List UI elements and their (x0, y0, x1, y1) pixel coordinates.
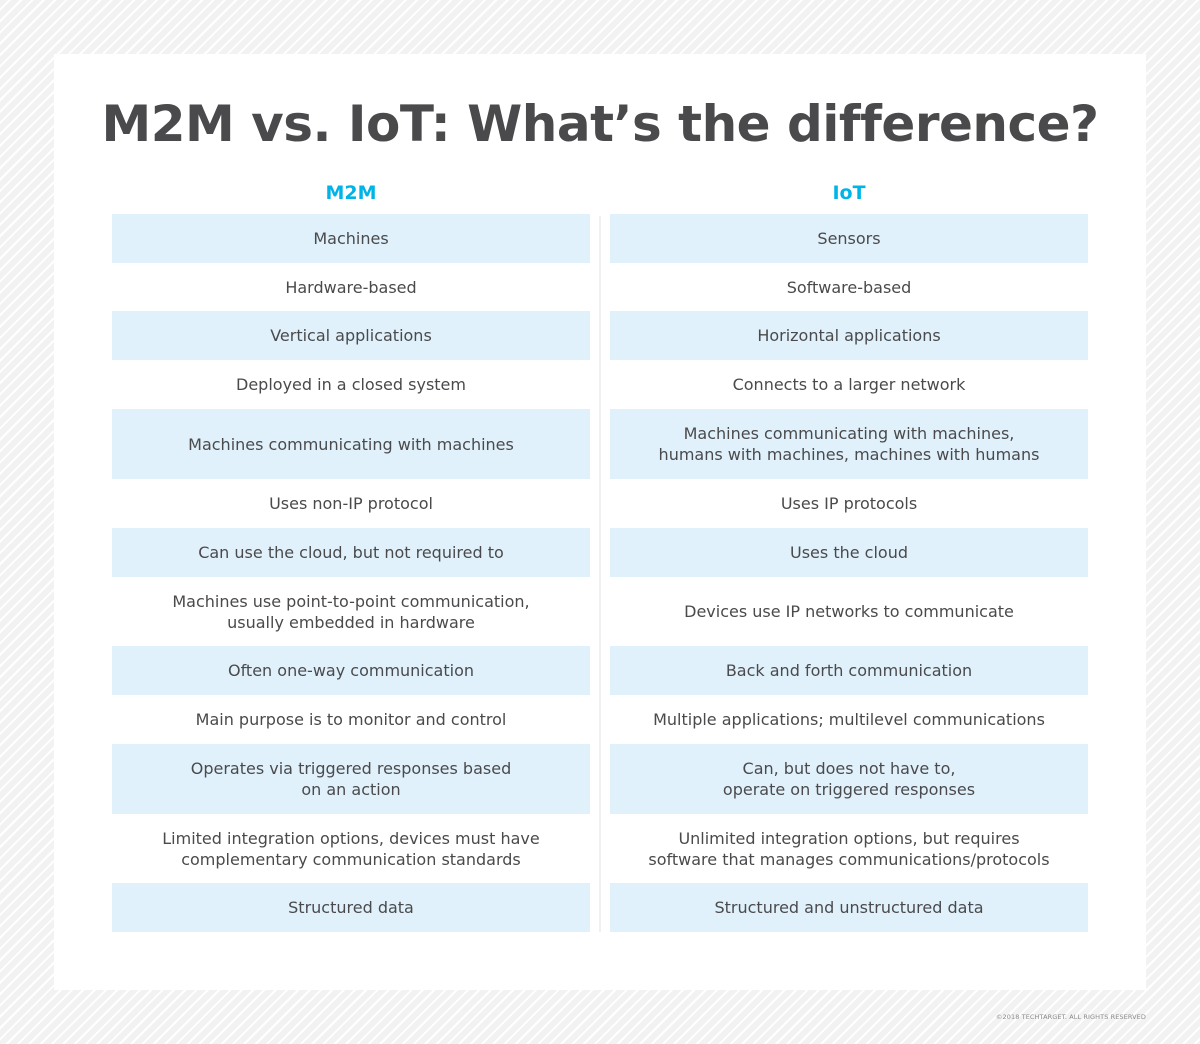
table-cell-m2m: Often one-way communication (112, 646, 590, 695)
table-cell-m2m: Operates via triggered responses based o… (112, 744, 590, 814)
table-cell-m2m: Can use the cloud, but not required to (112, 528, 590, 577)
table-cell-m2m: Vertical applications (112, 311, 590, 360)
table-cell-iot: Sensors (610, 214, 1088, 263)
column-header-iot: IoT (832, 182, 866, 204)
table-cell-m2m: Main purpose is to monitor and control (195, 710, 507, 729)
table-cell-m2m: Structured data (112, 883, 590, 932)
table-cell-iot: Horizontal applications (610, 311, 1088, 360)
table-cell-m2m: Machines (112, 214, 590, 263)
table-cell-iot: Machines communicating with machines, hu… (610, 409, 1088, 479)
table-cell-iot: Software-based (786, 277, 912, 297)
table-cell-m2m: Hardware-based (285, 277, 417, 297)
table-cell-iot: Devices use IP networks to communicate (684, 602, 1014, 621)
table-cell-m2m: Machines communicating with machines (112, 409, 590, 479)
table-cell-iot: Multiple applications; multilevel commun… (653, 710, 1045, 729)
table-cell-m2m: Uses non-IP protocol (269, 494, 433, 513)
table-cell-m2m: Limited integration options, devices mus… (162, 828, 540, 869)
table-cell-iot: Uses the cloud (610, 528, 1088, 577)
table-cell-iot: Connects to a larger network (732, 375, 966, 394)
page-title: M2M vs. IoT: What’s the difference? (101, 95, 1099, 153)
copyright-notice: ©2018 TECHTARGET. ALL RIGHTS RESERVED (995, 1013, 1146, 1021)
table-cell-iot: Uses IP protocols (780, 494, 918, 513)
table-cell-m2m: Machines use point-to-point communicatio… (172, 591, 530, 632)
column-divider (599, 216, 601, 932)
table-cell-iot: Structured and unstructured data (610, 883, 1088, 932)
table-cell-m2m: Deployed in a closed system (236, 375, 466, 394)
table-cell-iot: Back and forth communication (610, 646, 1088, 695)
column-header-m2m: M2M (325, 182, 377, 204)
table-cell-iot: Unlimited integration options, but requi… (648, 828, 1050, 869)
table-cell-iot: Can, but does not have to, operate on tr… (610, 744, 1088, 814)
